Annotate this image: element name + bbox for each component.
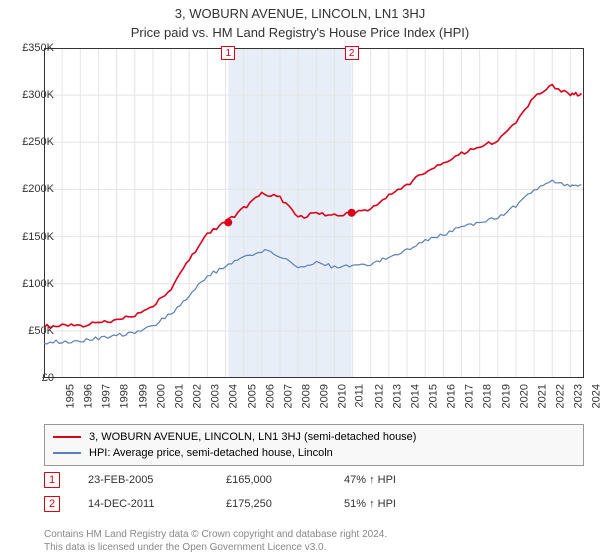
sale-row: 2 14-DEC-2011 £175,250 51% ↑ HPI: [44, 496, 584, 512]
xtick-label: 2000: [155, 384, 167, 408]
xtick-label: 2005: [246, 384, 258, 408]
xtick-label: 2012: [373, 384, 385, 408]
xtick-label: 2024: [591, 384, 600, 408]
sale-price: £165,000: [226, 474, 316, 486]
xtick-label: 1995: [64, 384, 76, 408]
xtick-label: 1996: [83, 384, 95, 408]
legend-swatch: [53, 436, 81, 438]
sale-marker-icon: 2: [44, 496, 60, 512]
ytick-label: £100K: [22, 278, 54, 290]
xtick-label: 2006: [264, 384, 276, 408]
xtick-label: 1999: [137, 384, 149, 408]
xtick-label: 2008: [300, 384, 312, 408]
xtick-label: 1997: [101, 384, 113, 408]
ytick-label: £50K: [28, 325, 54, 337]
legend-label: HPI: Average price, semi-detached house,…: [89, 447, 333, 459]
xtick-label: 2011: [354, 384, 366, 408]
license-text: Contains HM Land Registry data © Crown c…: [44, 528, 387, 554]
xtick-label: 2013: [391, 384, 403, 408]
xtick-label: 2010: [337, 384, 349, 408]
xtick-label: 2009: [319, 384, 331, 408]
title-subtitle: Price paid vs. HM Land Registry's House …: [0, 21, 600, 40]
sale-marker-label: 2: [345, 46, 359, 60]
xtick-label: 2019: [500, 384, 512, 408]
license-line: This data is licensed under the Open Gov…: [44, 541, 387, 554]
xtick-label: 2022: [555, 384, 567, 408]
title-address: 3, WOBURN AVENUE, LINCOLN, LN1 3HJ: [0, 0, 600, 21]
ytick-label: £250K: [22, 136, 54, 148]
ytick-label: £200K: [22, 183, 54, 195]
sale-date: 23-FEB-2005: [88, 474, 198, 486]
xtick-label: 2002: [192, 384, 204, 408]
xtick-label: 2001: [173, 384, 185, 408]
xtick-label: 2014: [409, 384, 421, 408]
sale-pct: 47% ↑ HPI: [344, 474, 396, 486]
legend: 3, WOBURN AVENUE, LINCOLN, LN1 3HJ (semi…: [44, 424, 584, 466]
sale-price: £175,250: [226, 498, 316, 510]
sale-marker-icon: 1: [44, 472, 60, 488]
sale-date: 14-DEC-2011: [88, 498, 198, 510]
license-line: Contains HM Land Registry data © Crown c…: [44, 528, 387, 541]
xtick-label: 2017: [464, 384, 476, 408]
xtick-label: 2003: [210, 384, 222, 408]
legend-swatch: [53, 452, 81, 454]
ytick-label: £0: [42, 372, 54, 384]
sale-marker-label: 1: [221, 46, 235, 60]
sale-pct: 51% ↑ HPI: [344, 498, 396, 510]
legend-row: HPI: Average price, semi-detached house,…: [53, 445, 575, 461]
xtick-label: 2007: [282, 384, 294, 408]
xtick-label: 2020: [518, 384, 530, 408]
xtick-label: 2023: [573, 384, 585, 408]
sale-row: 1 23-FEB-2005 £165,000 47% ↑ HPI: [44, 472, 584, 488]
xtick-label: 1998: [119, 384, 131, 408]
chart-area: [44, 48, 584, 378]
ytick-label: £350K: [22, 42, 54, 54]
legend-row: 3, WOBURN AVENUE, LINCOLN, LN1 3HJ (semi…: [53, 429, 575, 445]
xtick-label: 2016: [446, 384, 458, 408]
chart-container: 3, WOBURN AVENUE, LINCOLN, LN1 3HJ Price…: [0, 0, 600, 560]
legend-label: 3, WOBURN AVENUE, LINCOLN, LN1 3HJ (semi…: [89, 431, 416, 443]
xtick-label: 2004: [228, 384, 240, 408]
ytick-label: £150K: [22, 231, 54, 243]
xtick-label: 2015: [428, 384, 440, 408]
xtick-label: 2018: [482, 384, 494, 408]
chart-svg: [44, 48, 584, 378]
xtick-label: 2021: [536, 384, 548, 408]
ytick-label: £300K: [22, 89, 54, 101]
